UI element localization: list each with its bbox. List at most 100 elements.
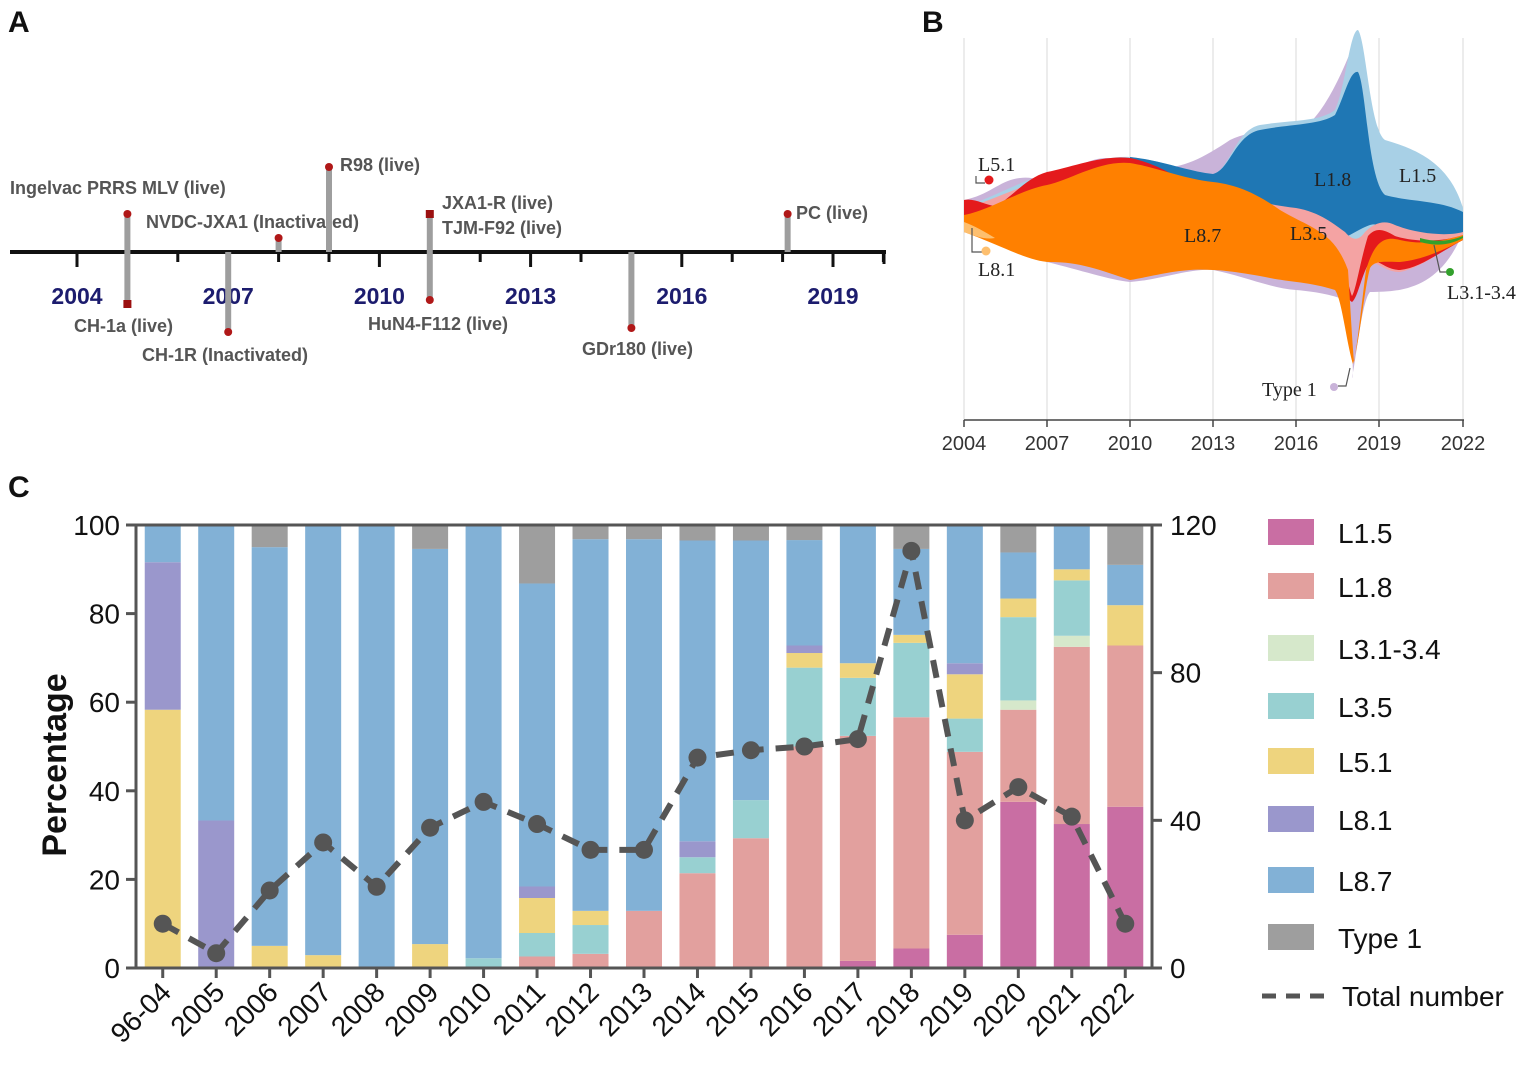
- timeline-year-label: 2010: [354, 283, 405, 309]
- bar-segment-l8-7: [1000, 552, 1037, 599]
- bar-segment-l5-1: [1107, 605, 1144, 646]
- bar-segment-l8-1: [679, 841, 716, 858]
- vaccine-marker-dot: [783, 210, 792, 218]
- timeline-year-label: 2013: [505, 283, 556, 309]
- x-tick-label: 2009: [378, 976, 444, 1042]
- x-tick-label: 2008: [325, 976, 391, 1042]
- bar-segment-l3-5: [465, 958, 502, 968]
- x-tick-label: 2016: [753, 976, 819, 1042]
- bar-segment-l8-7: [1053, 525, 1090, 570]
- bar-segment-l1-5: [946, 934, 983, 968]
- total-number-point: [741, 741, 760, 760]
- bar-segment-type-1: [1000, 525, 1037, 553]
- dot-l51: [984, 175, 994, 185]
- vaccine-label: R98 (live): [340, 155, 420, 175]
- vaccine-marker-dot: [224, 328, 233, 336]
- x-tick-label: 2017: [806, 976, 872, 1042]
- bar-segment-l3-1-3-4: [1000, 700, 1037, 710]
- vaccine-marker-dot: [123, 210, 132, 218]
- streamgraph-tick-label: 2022: [1441, 433, 1486, 455]
- total-number-point: [581, 840, 600, 859]
- stacked-bar-chart: 0204060801000408012096-04200520062007200…: [36, 510, 1504, 1049]
- total-number-point: [207, 944, 226, 963]
- bar-segment-l8-7: [412, 548, 449, 945]
- legend-label: L1.8: [1338, 572, 1393, 603]
- bar-segment-l1-5: [839, 960, 876, 968]
- streamgraph-tick-label: 2013: [1191, 433, 1236, 455]
- legend-label: L8.7: [1338, 866, 1393, 897]
- x-tick-label: 2022: [1074, 976, 1140, 1042]
- vaccine-marker-square: [123, 300, 132, 308]
- bar-segment-l1-8: [839, 735, 876, 961]
- legend-label: L5.1: [1338, 747, 1393, 778]
- legend-swatch: [1268, 806, 1314, 832]
- label-l81: L8.1: [978, 259, 1015, 281]
- stream-l87: [964, 162, 1463, 364]
- legend-swatch: [1268, 867, 1314, 893]
- bar-segment-l3-5: [1053, 580, 1090, 636]
- y2-tick-label: 40: [1170, 805, 1201, 836]
- label-l35: L3.5: [1290, 223, 1327, 245]
- y-tick-label: 0: [104, 953, 120, 984]
- legend-label: L1.5: [1338, 518, 1393, 549]
- bar-segment-l3-5: [946, 718, 983, 752]
- legend-swatch: [1268, 748, 1314, 774]
- vaccine-label: Ingelvac PRRS MLV (live): [10, 178, 226, 198]
- leader-l31: [1433, 244, 1446, 273]
- bar-segment-l3-5: [572, 925, 609, 954]
- bars-layer: [144, 525, 1144, 968]
- bar-segment-type-1: [519, 525, 556, 584]
- legend-label: L3.5: [1338, 692, 1393, 723]
- x-tick-label: 2007: [271, 976, 337, 1042]
- bar-segment-type-1: [626, 525, 662, 540]
- legend-swatch: [1268, 519, 1314, 545]
- bar-segment-l8-1: [786, 645, 823, 654]
- panel-a-letter: A: [8, 6, 30, 39]
- bar-segment-type-1: [679, 525, 716, 541]
- bar-segment-l3-5: [786, 667, 823, 747]
- y-tick-label: 20: [89, 864, 120, 895]
- vaccine-marker-dot: [274, 234, 283, 242]
- streamgraph-x-ticks: 2004 2007 2010 2013 2016 2019 2022: [942, 420, 1486, 455]
- bar-segment-l8-7: [144, 525, 181, 563]
- bar-segment-l1-8: [1107, 645, 1144, 807]
- x-tick-label: 2010: [432, 976, 498, 1042]
- total-number-point: [153, 914, 172, 933]
- bar-segment-l1-5: [1053, 824, 1090, 968]
- bar-segment-l8-1: [946, 663, 983, 675]
- bar-segment-l1-8: [679, 873, 716, 968]
- bar-segment-l1-8: [519, 956, 556, 968]
- bar-segment-l8-7: [786, 540, 823, 646]
- streamgraph-tick-label: 2019: [1357, 433, 1402, 455]
- y2-tick-label: 120: [1170, 510, 1217, 541]
- streamgraph-tick-label: 2010: [1108, 433, 1153, 455]
- total-number-point: [1116, 914, 1135, 933]
- total-number-point: [902, 541, 921, 560]
- vaccine-label: TJM-F92 (live): [442, 218, 562, 238]
- total-number-point: [848, 730, 867, 749]
- total-number-point: [635, 840, 653, 859]
- x-tick-label: 96-04: [104, 976, 177, 1049]
- x-tick-label: 2013: [592, 976, 658, 1042]
- legend-label: Type 1: [1338, 923, 1422, 954]
- y-tick-label: 80: [89, 599, 120, 630]
- bar-segment-l8-7: [893, 548, 930, 635]
- total-number-point: [1009, 778, 1028, 797]
- y-tick-label: 100: [73, 510, 120, 541]
- legend-swatch: [1268, 635, 1314, 661]
- bar-segment-l8-7: [305, 525, 342, 956]
- bar-segment-type-1: [893, 525, 930, 549]
- bar-segment-l5-1: [786, 653, 823, 668]
- bar-segment-l1-8: [626, 910, 662, 968]
- label-l87: L8.7: [1184, 225, 1221, 247]
- total-number-point: [1062, 807, 1081, 826]
- label-l18: L1.8: [1314, 169, 1351, 191]
- x-tick-label: 2014: [646, 976, 712, 1042]
- vaccine-marker-square: [425, 210, 434, 218]
- vaccine-label: CH-1R (Inactivated): [142, 345, 308, 365]
- x-tick-label: 2012: [539, 976, 605, 1042]
- y2-tick-label: 80: [1170, 658, 1201, 689]
- bar-segment-l8-1: [144, 562, 181, 710]
- bar-segment-type-1: [412, 525, 449, 549]
